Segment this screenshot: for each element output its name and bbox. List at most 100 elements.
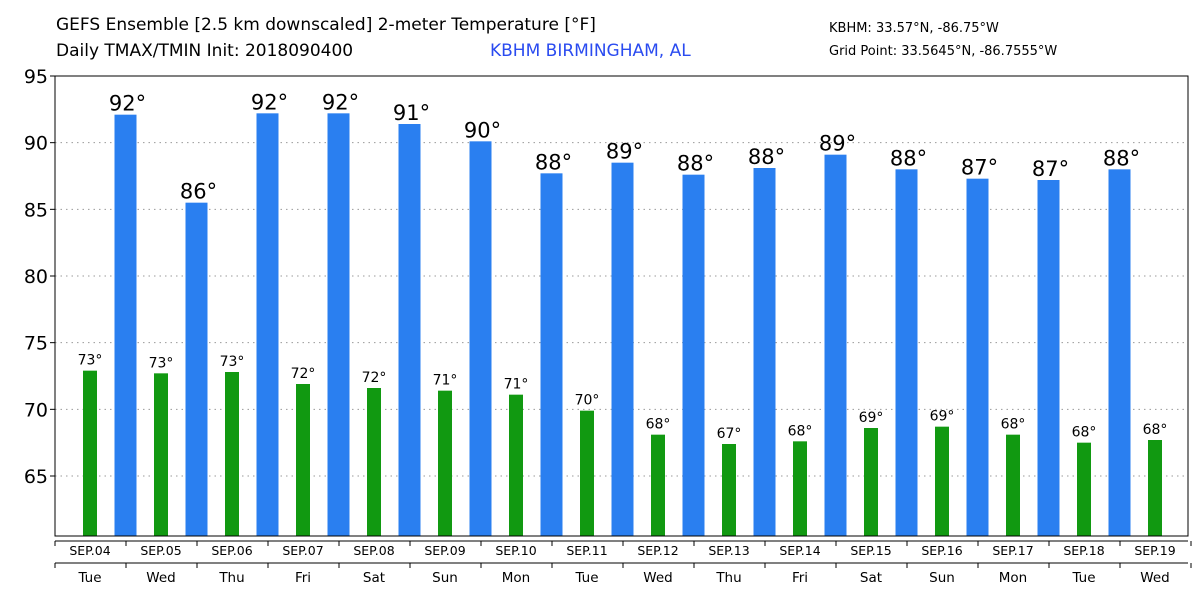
date-label: SEP.07 [282, 543, 323, 558]
station-name: KBHM BIRMINGHAM, AL [490, 41, 691, 61]
date-label: SEP.11 [566, 543, 607, 558]
chart-subtitle: Daily TMAX/TMIN Init: 2018090400 [56, 41, 354, 61]
date-label: SEP.05 [140, 543, 181, 558]
station-coordinates: KBHM: 33.57°N, -86.75°W [829, 21, 999, 36]
bars [83, 113, 1162, 537]
tmin-label: 68° [788, 423, 813, 439]
tmax-bar [327, 113, 350, 536]
tmax-label: 87° [1032, 157, 1069, 181]
y-tick-label: 80 [24, 266, 48, 288]
tmin-bar [225, 372, 239, 536]
tmin-label: 68° [1072, 425, 1097, 441]
tmax-label: 89° [606, 140, 643, 164]
tmin-label: 70° [575, 393, 600, 409]
tmin-bar [793, 441, 807, 536]
tmin-label: 73° [78, 353, 103, 369]
tmin-label: 72° [362, 370, 387, 386]
date-label: SEP.10 [495, 543, 536, 558]
tmin-bar [722, 444, 736, 536]
y-tick-label: 65 [24, 466, 48, 488]
y-tick-label: 75 [24, 333, 48, 355]
tmax-label: 89° [819, 132, 856, 156]
grid-point-coordinates: Grid Point: 33.5645°N, -86.7555°W [829, 44, 1058, 59]
weekday-label: Sun [432, 570, 458, 586]
tmax-bar [1108, 169, 1131, 537]
tmax-bar [753, 168, 776, 536]
tmax-label: 87° [961, 156, 998, 180]
weekday-label: Thu [715, 570, 741, 586]
weekday-label: Wed [1140, 570, 1169, 586]
tmax-bar [256, 113, 279, 536]
y-tick-label: 95 [24, 66, 48, 88]
tmin-label: 73° [149, 355, 174, 371]
tmin-bar [296, 384, 310, 536]
weekday-label: Mon [502, 570, 530, 586]
tmin-label: 69° [930, 409, 955, 425]
tmax-label: 88° [748, 145, 785, 169]
tmin-bar [1077, 442, 1091, 536]
weekday-label: Tue [574, 570, 598, 586]
tmax-bar [1037, 180, 1060, 536]
tmin-bar [367, 388, 381, 536]
weekday-label: Sat [860, 570, 882, 586]
tmax-bar [114, 114, 137, 537]
tmin-label: 73° [220, 354, 245, 370]
weekday-label: Thu [218, 570, 244, 586]
chart-title: GEFS Ensemble [2.5 km downscaled] 2-mete… [56, 15, 596, 35]
tmax-bar [398, 124, 421, 536]
weekday-label: Tue [1071, 570, 1095, 586]
tmax-bar [611, 162, 634, 536]
tmin-bar [651, 434, 665, 536]
tmin-label: 71° [504, 377, 529, 393]
axes: 65 70 75 80 85 90 95 SEP.04 Tue SEP.05 Wed SEP.06 Th… [24, 66, 1192, 586]
date-label: SEP.04 [69, 543, 110, 558]
date-label: SEP.15 [850, 543, 891, 558]
date-label: SEP.16 [921, 543, 962, 558]
weekday-label: Fri [295, 570, 311, 586]
tmax-label: 92° [251, 90, 288, 114]
tmax-bar [185, 202, 208, 536]
date-label: SEP.06 [211, 543, 252, 558]
tmax-label: 92° [322, 90, 359, 114]
tmax-bar [895, 169, 918, 537]
date-label: SEP.17 [992, 543, 1033, 558]
tmax-label: 88° [677, 152, 714, 176]
weekday-label: Wed [643, 570, 672, 586]
date-label: SEP.12 [637, 543, 678, 558]
tmin-bar [83, 370, 97, 536]
weekday-label: Wed [146, 570, 175, 586]
tmin-bar [864, 428, 878, 536]
tmax-label: 92° [109, 92, 146, 116]
weekday-label: Tue [77, 570, 101, 586]
tmax-label: 91° [393, 101, 430, 125]
date-label: SEP.19 [1134, 543, 1175, 558]
tmax-label: 88° [1103, 146, 1140, 170]
tmax-bar [682, 174, 705, 536]
tmin-label: 71° [433, 373, 458, 389]
weekday-label: Sun [929, 570, 955, 586]
tmin-bar [580, 410, 594, 536]
tmax-bar [966, 178, 989, 536]
weekday-label: Fri [792, 570, 808, 586]
tmax-label: 88° [535, 150, 572, 174]
y-tick-label: 90 [24, 133, 48, 155]
tmin-bar [509, 394, 523, 536]
tmin-bar [1006, 434, 1020, 536]
tmax-label: 88° [890, 146, 927, 170]
date-label: SEP.08 [353, 543, 394, 558]
tmax-bar [540, 173, 563, 537]
date-label: SEP.09 [424, 543, 465, 558]
tmin-bar [154, 373, 168, 536]
tmax-bar [824, 154, 847, 536]
date-label: SEP.14 [779, 543, 820, 558]
tmin-label: 68° [1143, 422, 1168, 438]
date-label: SEP.13 [708, 543, 749, 558]
y-tick-label: 85 [24, 199, 48, 221]
date-label: SEP.18 [1063, 543, 1104, 558]
plot-frame [54, 75, 1189, 537]
tmax-label: 90° [464, 118, 501, 142]
tmin-label: 69° [859, 410, 884, 426]
tmax-bar [469, 141, 492, 537]
bar-labels: 73° 73° 73° 72° 72° 71° 71° 70° 68° 67° 68° 69° 69° 6… [78, 90, 1168, 442]
